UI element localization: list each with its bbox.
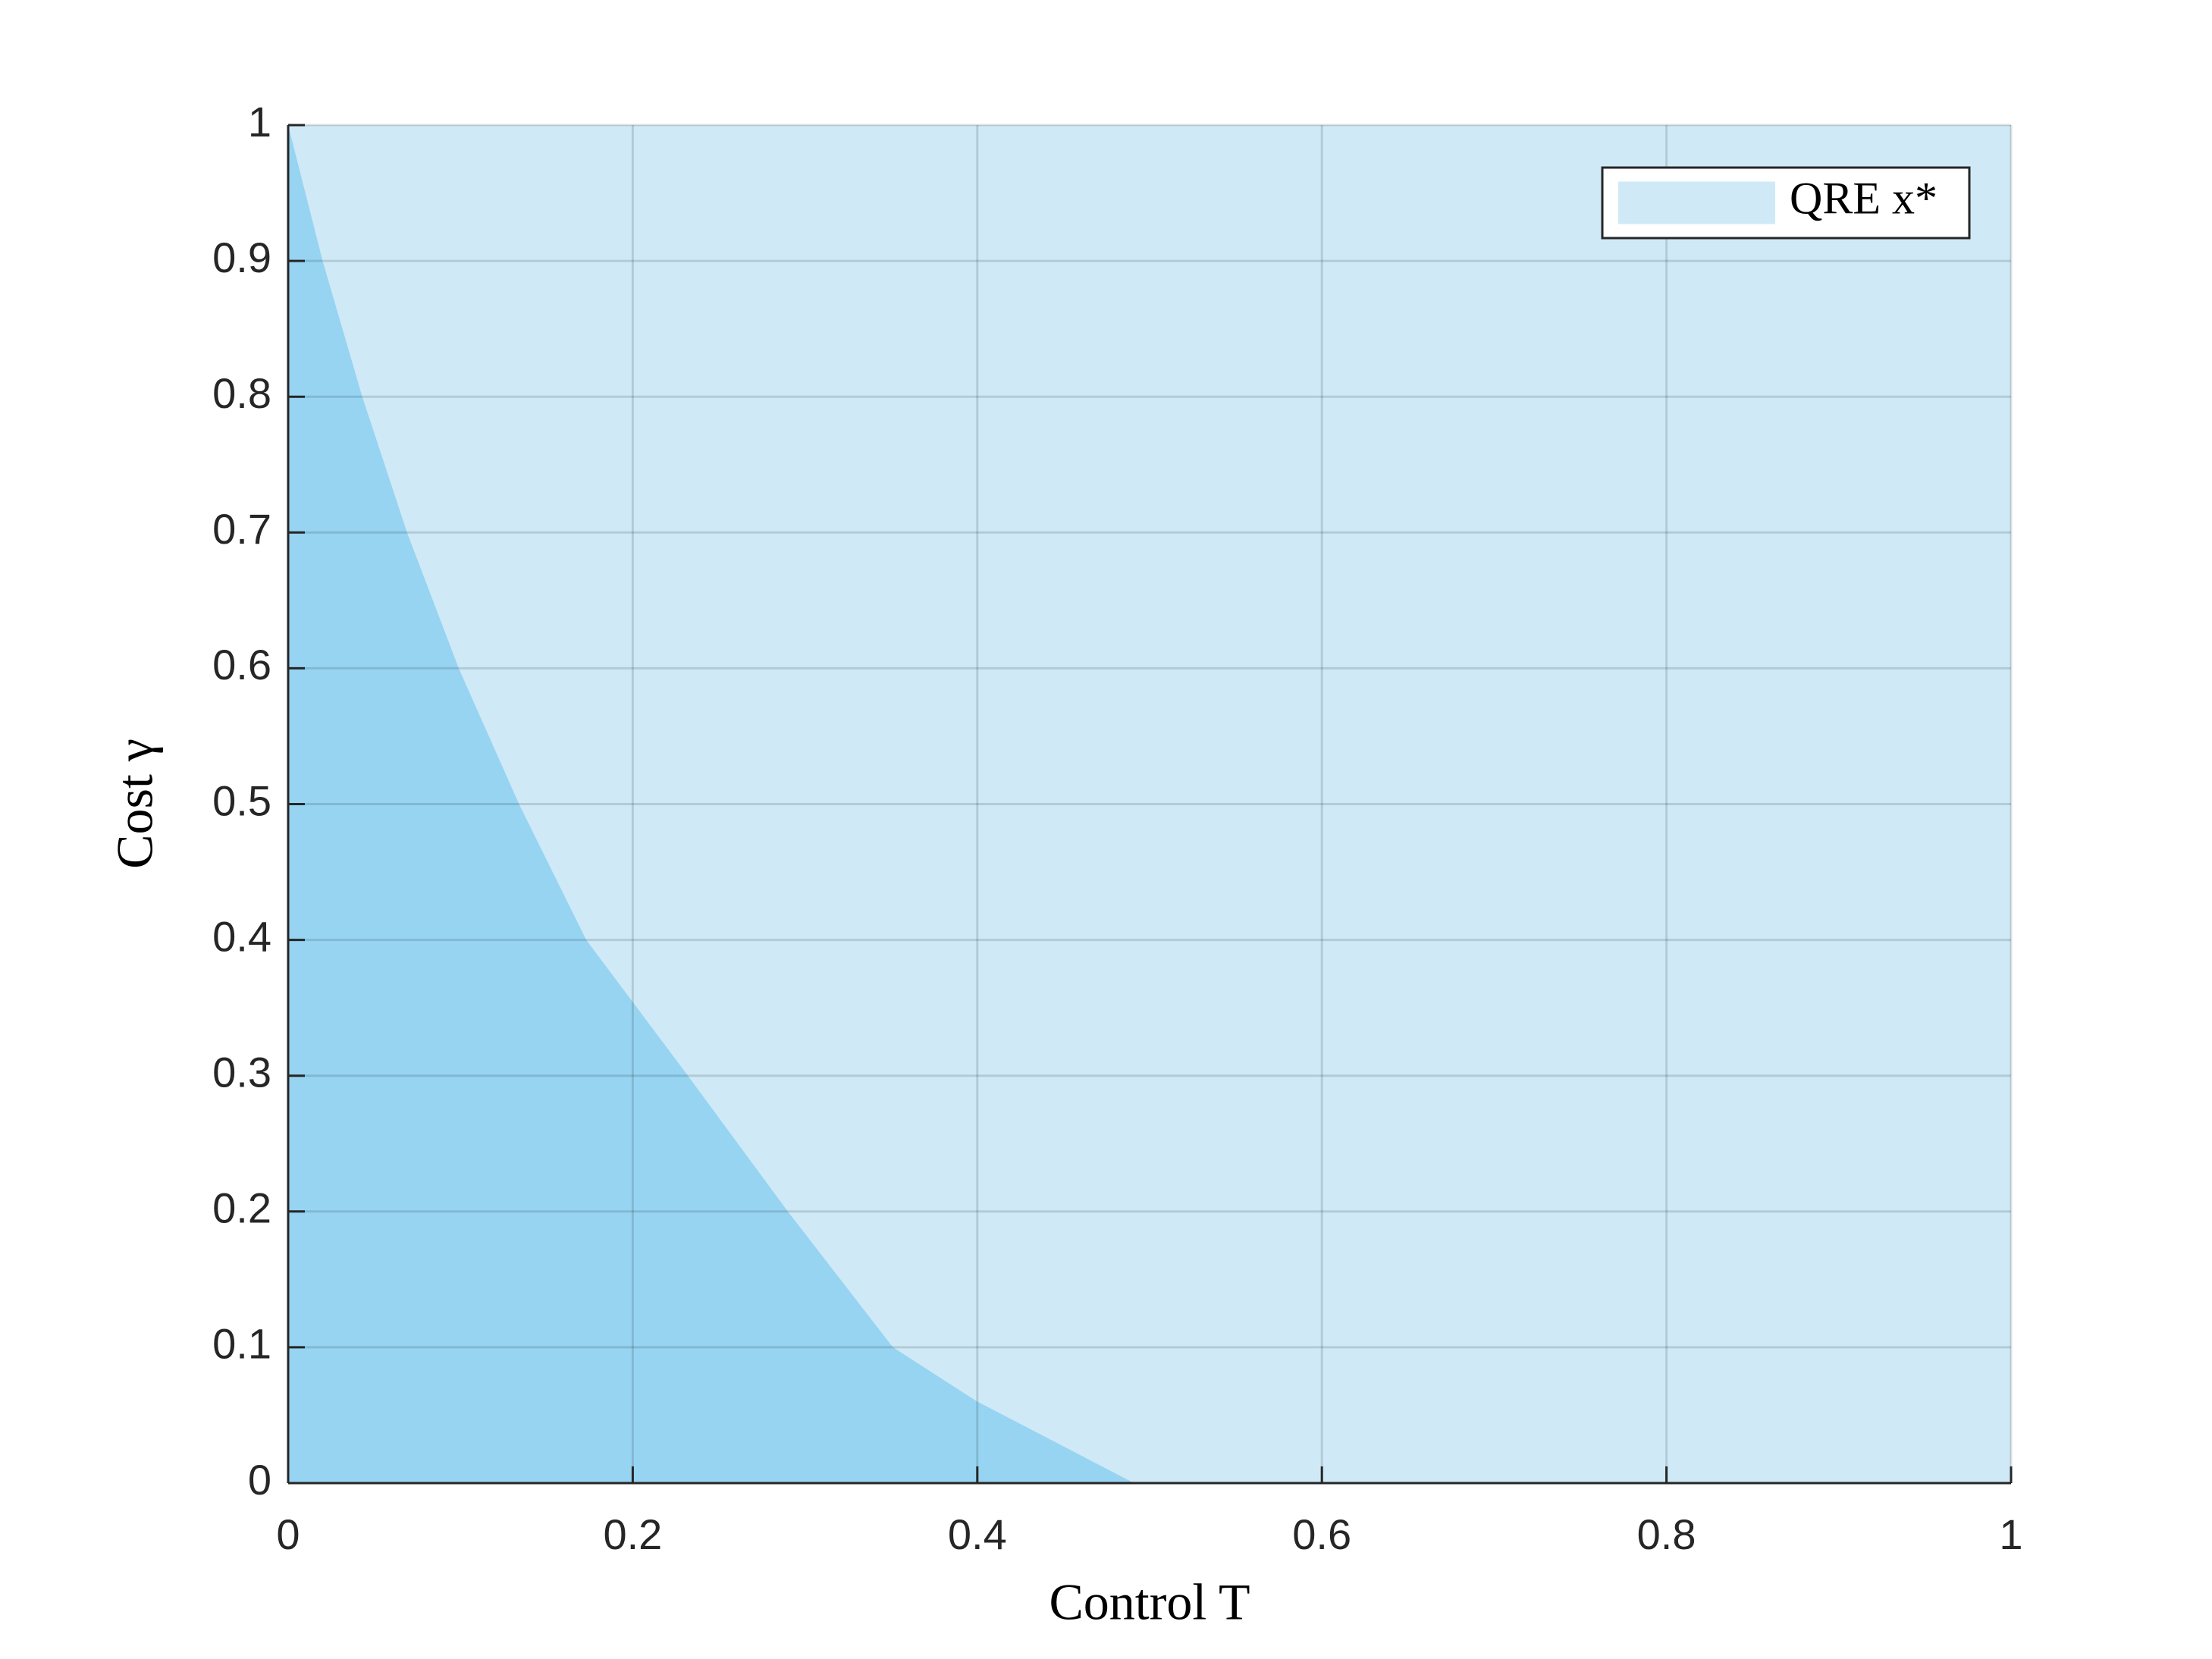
y-tick-label: 0.4	[212, 912, 271, 960]
y-axis-label: Cost γ	[106, 739, 164, 869]
x-tick-label: 0.4	[948, 1510, 1007, 1558]
y-tick-label: 0	[248, 1456, 271, 1504]
x-axis-label: Control T	[1049, 1573, 1250, 1631]
x-tick-label: 0.8	[1637, 1510, 1696, 1558]
x-tick-label: 0	[276, 1510, 300, 1558]
y-tick-label: 0.8	[212, 369, 271, 417]
x-tick-label: 0.6	[1292, 1510, 1351, 1558]
x-tick-label: 1	[1999, 1510, 2022, 1558]
legend-swatch	[1618, 181, 1775, 224]
y-tick-label: 0.7	[212, 505, 271, 553]
y-tick-label: 0.1	[212, 1320, 271, 1368]
y-tick-label: 0.6	[212, 641, 271, 688]
legend-label: QRE x*	[1790, 173, 1937, 223]
y-tick-label: 0.3	[212, 1048, 271, 1096]
x-tick-label: 0.2	[603, 1510, 662, 1558]
y-tick-label: 0.5	[212, 776, 271, 824]
y-tick-label: 0.2	[212, 1184, 271, 1232]
area	[288, 125, 2011, 1483]
y-tick-label: 1	[248, 98, 271, 146]
y-tick-label: 0.9	[212, 234, 271, 281]
